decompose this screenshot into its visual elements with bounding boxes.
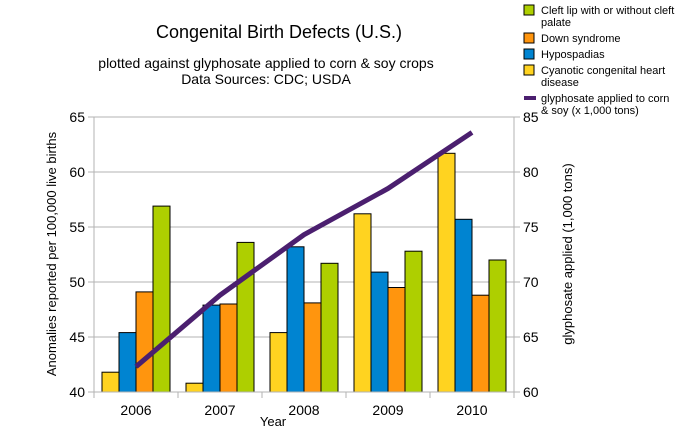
y2-tick-label: 80: [523, 164, 539, 180]
legend-label-cyanotic-congenital-heart-disease: Cyanotic congenital heart: [541, 65, 665, 77]
bar-cleft-lip-with-or-without-cleft-palate-2008: [320, 262, 339, 393]
legend-swatch-down-syndrome: [523, 32, 535, 44]
y2-tick-label: 60: [523, 384, 539, 400]
bar-down-syndrome-2006: [135, 291, 154, 393]
legend-swatch-cleft-lip-with-or-without-cleft-palate: [523, 4, 535, 16]
bar-down-syndrome-2010: [471, 294, 490, 393]
legend-label-cleft-lip-with-or-without-cleft-palate: palate: [541, 17, 571, 29]
glyphosate-line: [134, 130, 474, 369]
bar-cyanotic-congenital-heart-disease-2008: [269, 332, 288, 393]
left-axis-ticks: 40 45 50 55 60 65: [69, 109, 94, 400]
legend-label-cleft-lip-with-or-without-cleft-palate: Cleft lip with or without cleft: [541, 5, 674, 17]
bar-hypospadias-2007: [202, 304, 221, 393]
legend-label-down-syndrome: Down syndrome: [541, 33, 620, 45]
bar-cleft-lip-with-or-without-cleft-palate-2009: [404, 250, 423, 393]
bar-cyanotic-congenital-heart-disease-2006: [101, 371, 120, 393]
x-tick-label: 2008: [288, 402, 319, 418]
legend-label-glyphosate-applied-to-corn-soy-x-1-000-tons-: & soy (x 1,000 tons): [541, 105, 639, 117]
y-axis-label: Anomalies reported per 100,000 live birt…: [44, 131, 59, 376]
y2-tick-label: 85: [523, 109, 539, 125]
bars: [101, 152, 507, 393]
bar-cleft-lip-with-or-without-cleft-palate-2010: [488, 259, 507, 393]
bar-cyanotic-congenital-heart-disease-2010: [437, 152, 456, 393]
y2-tick-label: 65: [523, 329, 539, 345]
axes: [93, 117, 515, 393]
bar-cyanotic-congenital-heart-disease-2009: [353, 213, 372, 393]
bar-hypospadias-2009: [370, 271, 389, 393]
right-axis-ticks: 60 65 70 75 80 85: [514, 109, 539, 400]
x-tick-label: 2006: [120, 402, 151, 418]
y-tick-label: 40: [69, 384, 85, 400]
bar-down-syndrome-2008: [303, 302, 322, 393]
bar-down-syndrome-2007: [219, 303, 238, 393]
bar-cleft-lip-with-or-without-cleft-palate-2006: [152, 205, 171, 393]
chart-subtitle-line-1: plotted against glyphosate applied to co…: [98, 55, 433, 71]
bar-hypospadias-2008: [286, 246, 305, 393]
y-tick-label: 55: [69, 219, 85, 235]
y2-axis-label: glyphosate applied (1,000 tons): [560, 163, 575, 344]
legend-label-glyphosate-applied-to-corn-soy-x-1-000-tons-: glyphosate applied to corn: [541, 93, 669, 105]
legend-swatch-cyanotic-congenital-heart-disease: [523, 64, 535, 76]
glyphosate-line-layer: [134, 130, 474, 369]
y-tick-label: 65: [69, 109, 85, 125]
y2-tick-label: 70: [523, 274, 539, 290]
chart-title: Congenital Birth Defects (U.S.): [156, 22, 402, 42]
chart-subtitle-line-2: Data Sources: CDC; USDA: [181, 71, 351, 87]
x-tick-label: 2009: [372, 402, 403, 418]
legend-label-hypospadias: Hypospadias: [541, 49, 605, 61]
x-axis-ticks: 2006 2007 2008 2009 2010: [93, 392, 515, 418]
y-tick-label: 50: [69, 274, 85, 290]
bar-cyanotic-congenital-heart-disease-2007: [185, 382, 204, 393]
bar-hypospadias-2006: [118, 332, 137, 393]
x-axis-label: Year: [260, 414, 287, 429]
legend-label-cyanotic-congenital-heart-disease: disease: [541, 77, 579, 89]
x-tick-label: 2007: [204, 402, 235, 418]
y-tick-label: 60: [69, 164, 85, 180]
bar-hypospadias-2010: [454, 218, 473, 393]
x-tick-label: 2010: [456, 402, 487, 418]
y-tick-label: 45: [69, 329, 85, 345]
legend-swatch-hypospadias: [523, 48, 535, 60]
y2-tick-label: 75: [523, 219, 539, 235]
bar-cleft-lip-with-or-without-cleft-palate-2007: [236, 241, 255, 393]
bar-down-syndrome-2009: [387, 287, 406, 393]
